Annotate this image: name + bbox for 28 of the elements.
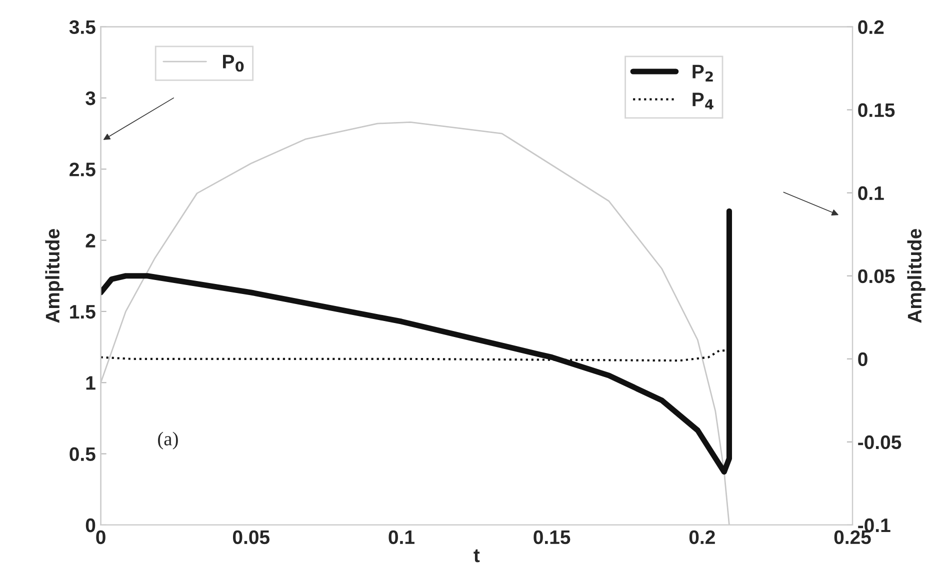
y-tick-label: 0 <box>86 518 96 532</box>
x-tick-label: 0 <box>96 530 106 544</box>
x-tick-label: 0.05 <box>232 530 270 544</box>
legend-label: P$_{0}$ <box>223 54 244 72</box>
y2-tick-label: 0.05 <box>858 269 895 284</box>
legend-label: P$_{4}$ <box>692 92 714 110</box>
y2-tick-label: -0.1 <box>858 518 890 532</box>
x-axis-title: t <box>474 549 480 562</box>
x-tick-label: 0.15 <box>534 530 570 544</box>
annotation: (a) <box>158 432 178 450</box>
x-tick-label: 0.2 <box>689 530 715 544</box>
y2-tick-label: 0.2 <box>858 20 884 34</box>
y2-tick-label: 0 <box>858 352 868 366</box>
y-tick-label: 3 <box>86 91 96 106</box>
y-tick-label: 3.5 <box>69 20 96 34</box>
x-tick-label: 0.1 <box>388 530 414 544</box>
y-tick-label: 2 <box>86 234 96 248</box>
y2-tick-label: 0.1 <box>858 186 884 200</box>
y-tick-label: 1.5 <box>70 305 96 319</box>
y-tick-label: 2.5 <box>70 162 96 176</box>
y-tick-label: 1 <box>86 376 96 390</box>
legend-label: P$_{2}$ <box>692 64 713 82</box>
x-tick-label: 0.25 <box>834 530 871 544</box>
y2-axis-title: Amplitude <box>907 229 926 323</box>
y-tick-label: 0.5 <box>70 447 96 462</box>
y2-tick-label: 0.15 <box>858 103 895 118</box>
y2-tick-label: -0.05 <box>858 435 902 450</box>
y-axis-title: Amplitude <box>45 229 64 323</box>
